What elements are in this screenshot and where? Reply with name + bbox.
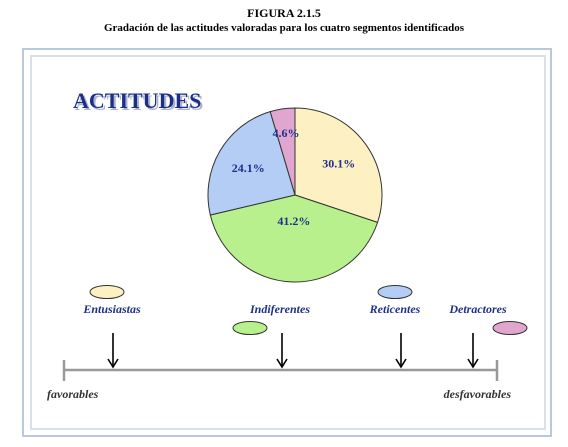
pie: [207, 107, 383, 283]
attitude-scale: favorables desfavorables: [47, 333, 511, 401]
legend-swatch-reticentes: [377, 285, 413, 299]
legend-label-reticentes: Reticentes: [369, 302, 421, 316]
pie-label-reticentes: 24.1%: [232, 161, 265, 175]
legend-label-detractores: Detractores: [448, 302, 507, 316]
pie-label-entusiastas: 30.1%: [322, 156, 355, 170]
pie-slice-detractores: [269, 107, 296, 196]
pie-slice-reticentes: [207, 110, 296, 216]
figure-subtitle: Gradación de las actitudes valoradas par…: [103, 22, 465, 34]
arrow-reticentes: [395, 333, 407, 369]
pie-label-indiferentes: 41.2%: [277, 214, 310, 228]
legend-label-entusiastas: Entusiastas: [82, 302, 141, 316]
arrow-detractores: [467, 333, 479, 369]
pie-slice-indiferentes: [209, 194, 379, 283]
pie-labels: 30.1% 41.2% 24.1% 4.6%: [232, 126, 355, 228]
scale-right-label: desfavorables: [444, 387, 512, 401]
pie-label-detractores: 4.6%: [273, 126, 300, 140]
arrow-entusiastas: [107, 333, 119, 369]
legend-swatch-detractores: [492, 321, 528, 335]
legend-swatch-entusiastas: [89, 285, 125, 299]
legend-swatch-indiferentes: [232, 321, 268, 335]
figure-title: FIGURA 2.1.5: [247, 6, 321, 20]
scale-left-label: favorables: [47, 387, 99, 401]
chart-title: ACTITUDES: [73, 88, 201, 113]
arrow-indiferentes: [276, 333, 288, 369]
pie-slice-entusiastas: [294, 107, 383, 224]
legend-label-indiferentes: Indiferentes: [249, 302, 310, 316]
segment-legend: Entusiastas Indiferentes Reticentes Detr…: [82, 285, 528, 335]
